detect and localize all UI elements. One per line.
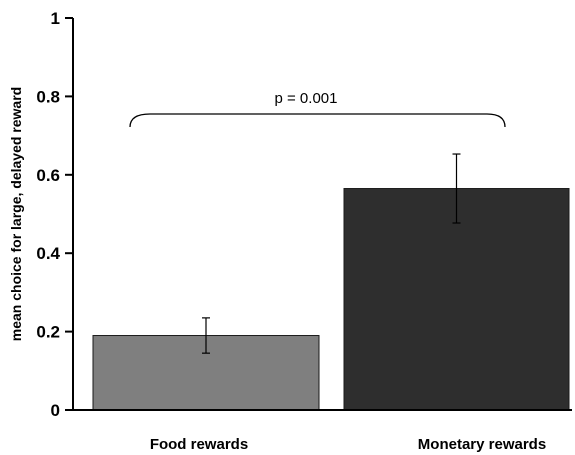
significance-bracket <box>129 113 506 128</box>
y-tick-label: 1 <box>51 9 60 28</box>
y-tick-label: 0 <box>51 401 60 420</box>
x-tick-label-monetary-rewards: Monetary rewards <box>418 436 546 453</box>
y-tick-label: 0.2 <box>36 323 60 342</box>
y-tick-label: 0.4 <box>36 244 60 263</box>
y-tick-label: 0.6 <box>36 166 60 185</box>
y-axis-ticks: 0 0.2 0.4 0.6 0.8 1 <box>36 9 73 420</box>
bar-monetary-rewards <box>343 188 570 411</box>
error-bars <box>202 153 461 354</box>
y-tick-label: 0.8 <box>36 87 60 106</box>
y-axis-title: mean choice for large, delayed reward <box>8 87 24 341</box>
x-tick-label-food-rewards: Food rewards <box>150 436 248 453</box>
p-value-annotation: p = 0.001 <box>275 90 338 107</box>
bars <box>92 188 570 411</box>
